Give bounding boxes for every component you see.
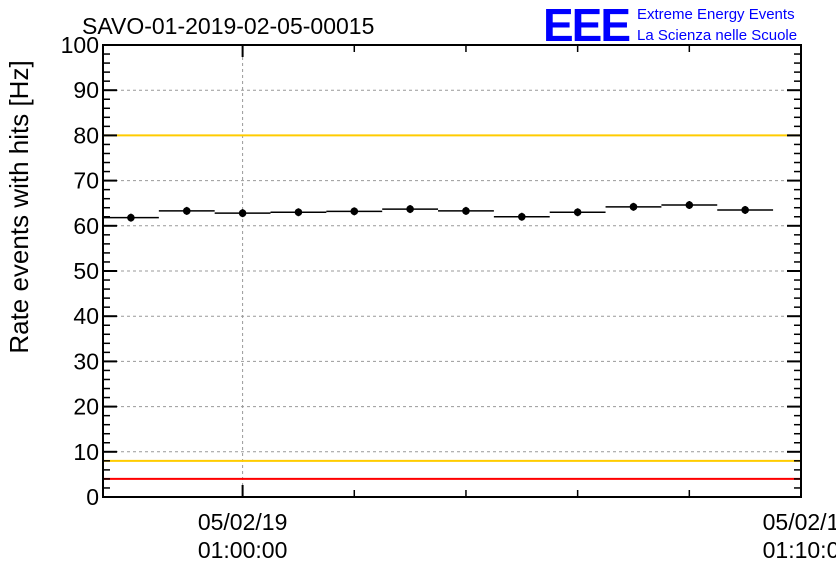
y-axis: 0 10 20 30 40 50 60 70 80 90 100 bbox=[61, 32, 801, 510]
data-point bbox=[294, 208, 303, 217]
data-point bbox=[573, 208, 582, 217]
x-tick-time-label: 01:00:00 bbox=[198, 537, 288, 563]
y-tick-label: 60 bbox=[73, 213, 99, 239]
data-point bbox=[629, 203, 638, 211]
eee-logo-line2: La Scienza nelle Scuole bbox=[637, 27, 797, 44]
x-tick-date-label: 05/02/1 bbox=[763, 509, 836, 535]
reference-lines bbox=[103, 44, 801, 480]
y-tick-label: 30 bbox=[73, 348, 99, 374]
y-axis-label: Rate events with hits [Hz] bbox=[4, 60, 34, 353]
data-point bbox=[406, 205, 414, 213]
x-tick-date-label: 05/02/19 bbox=[198, 509, 288, 535]
data-point bbox=[182, 207, 191, 215]
data-point bbox=[685, 201, 694, 209]
y-tick-label: 100 bbox=[61, 32, 99, 58]
data-series bbox=[103, 201, 774, 222]
data-point bbox=[127, 213, 135, 222]
grid-lines bbox=[103, 45, 801, 497]
chart-title: SAVO-01-2019-02-05-00015 bbox=[82, 13, 374, 39]
y-tick-label: 80 bbox=[73, 122, 99, 148]
y-tick-label: 20 bbox=[73, 394, 99, 420]
y-tick-label: 10 bbox=[73, 439, 99, 465]
y-tick-label: 0 bbox=[86, 484, 99, 510]
eee-logo: EEE Extreme Energy Events La Scienza nel… bbox=[543, 0, 797, 51]
y-tick-label: 90 bbox=[73, 77, 99, 103]
data-point bbox=[238, 209, 247, 217]
x-tick-time-label: 01:10:0 bbox=[763, 537, 836, 563]
y-tick-label: 50 bbox=[73, 258, 99, 284]
y-tick-label: 70 bbox=[73, 168, 99, 194]
eee-logo-mark: EEE bbox=[543, 0, 629, 51]
data-point bbox=[518, 212, 526, 221]
data-point bbox=[462, 207, 470, 215]
eee-logo-line1: Extreme Energy Events bbox=[637, 6, 795, 23]
y-tick-label: 40 bbox=[73, 303, 99, 329]
data-point bbox=[741, 206, 749, 214]
data-point bbox=[350, 207, 359, 216]
